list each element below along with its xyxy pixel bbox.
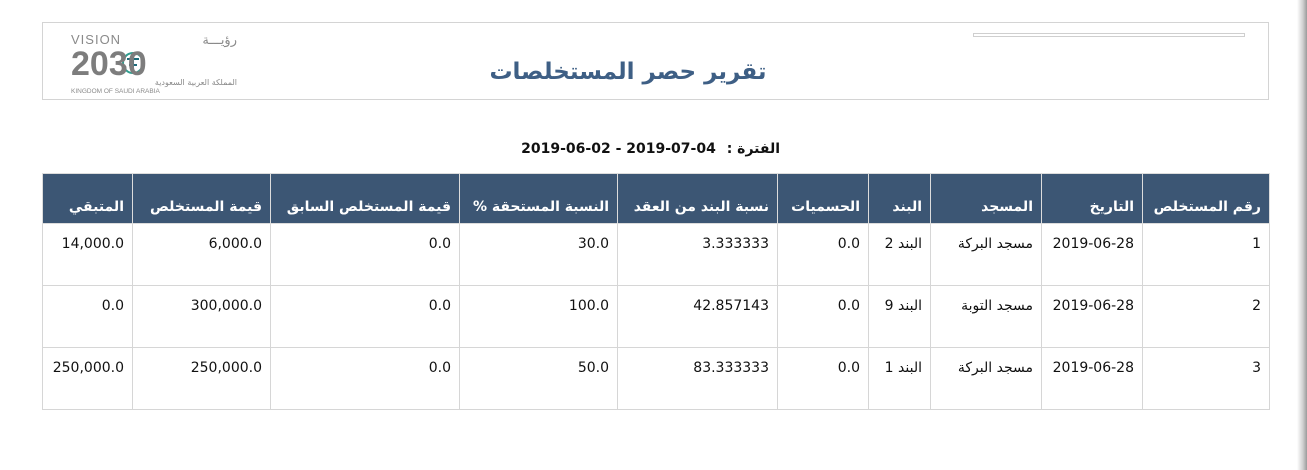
cell-item: البند 1 (868, 347, 931, 410)
logo-palm-emblem (122, 52, 144, 74)
logo-kingdom-ar: المملكة العربية السعودية (155, 78, 237, 87)
col-item-contract-ratio: نسبة البند من العقد (617, 173, 778, 224)
cell-mosque: مسجد البركة (930, 223, 1042, 286)
cell-certificate-value: 6,000.0 (132, 223, 271, 286)
page-edge-shadow (1297, 0, 1307, 470)
cell-item: البند 2 (868, 223, 931, 286)
header-rule (973, 33, 1245, 37)
col-date: التاريخ (1041, 173, 1143, 224)
cell-previous-value: 0.0 (270, 223, 460, 286)
table-row: 2 2019-06-28 مسجد التوبة البند 9 0.0 42.… (42, 285, 1270, 348)
cell-certificate-no: 2 (1142, 285, 1270, 348)
col-item: البند (868, 173, 931, 224)
cell-item: البند 9 (868, 285, 931, 348)
cell-certificate-value: 250,000.0 (132, 347, 271, 410)
cell-remaining: 0.0 (42, 285, 133, 348)
cell-date: 2019-06-28 (1041, 347, 1143, 410)
cell-item-contract-ratio: 42.857143 (617, 285, 778, 348)
logo-ruya-text: رؤيـــة (202, 33, 237, 48)
cell-mosque: مسجد التوبة (930, 285, 1042, 348)
table-header-row: رقم المستخلص التاريخ المسجد البند الحسمي… (42, 173, 1270, 224)
table-row: 1 2019-06-28 مسجد البركة البند 2 0.0 3.3… (42, 223, 1270, 286)
col-certificate-value: قيمة المستخلص (132, 173, 271, 224)
col-certificate-no: رقم المستخلص (1142, 173, 1270, 224)
col-previous-value: قيمة المستخلص السابق (270, 173, 460, 224)
cell-certificate-no: 3 (1142, 347, 1270, 410)
period-line: الفترة : 2019-06-02 - 2019-07-04 (520, 141, 780, 157)
report-header: VISION رؤيـــة 2030 المملكة العربية السع… (42, 22, 1269, 100)
cell-mosque: مسجد البركة (930, 347, 1042, 410)
logo-year-text: 2030 (71, 45, 147, 83)
cell-remaining: 250,000.0 (42, 347, 133, 410)
col-mosque: المسجد (930, 173, 1042, 224)
table-row: 3 2019-06-28 مسجد البركة البند 1 0.0 83.… (42, 347, 1270, 410)
logo-vision-text: VISION (71, 32, 121, 47)
logo-kingdom-en: KINGDOM OF SAUDI ARABIA (71, 88, 161, 95)
col-due-percentage: النسبة المستحقة % (459, 173, 618, 224)
cell-item-contract-ratio: 83.333333 (617, 347, 778, 410)
cell-remaining: 14,000.0 (42, 223, 133, 286)
report-title: تقرير حصر المستخلصات (489, 59, 767, 85)
cell-due-percentage: 30.0 (459, 223, 618, 286)
cell-item-contract-ratio: 3.333333 (617, 223, 778, 286)
cell-certificate-no: 1 (1142, 223, 1270, 286)
cell-certificate-value: 300,000.0 (132, 285, 271, 348)
cell-due-percentage: 100.0 (459, 285, 618, 348)
cell-deductions: 0.0 (777, 285, 869, 348)
period-value: 2019-06-02 - 2019-07-04 (521, 141, 716, 157)
cell-previous-value: 0.0 (270, 285, 460, 348)
cell-previous-value: 0.0 (270, 347, 460, 410)
col-deductions: الحسميات (777, 173, 869, 224)
period-label: الفترة : (726, 141, 780, 157)
cell-date: 2019-06-28 (1041, 223, 1143, 286)
certificates-table: رقم المستخلص التاريخ المسجد البند الحسمي… (42, 173, 1270, 410)
cell-date: 2019-06-28 (1041, 285, 1143, 348)
col-remaining: المتبقي (42, 173, 133, 224)
cell-due-percentage: 50.0 (459, 347, 618, 410)
cell-deductions: 0.0 (777, 223, 869, 286)
vision-2030-logo: VISION رؤيـــة 2030 المملكة العربية السع… (71, 32, 237, 95)
cell-deductions: 0.0 (777, 347, 869, 410)
